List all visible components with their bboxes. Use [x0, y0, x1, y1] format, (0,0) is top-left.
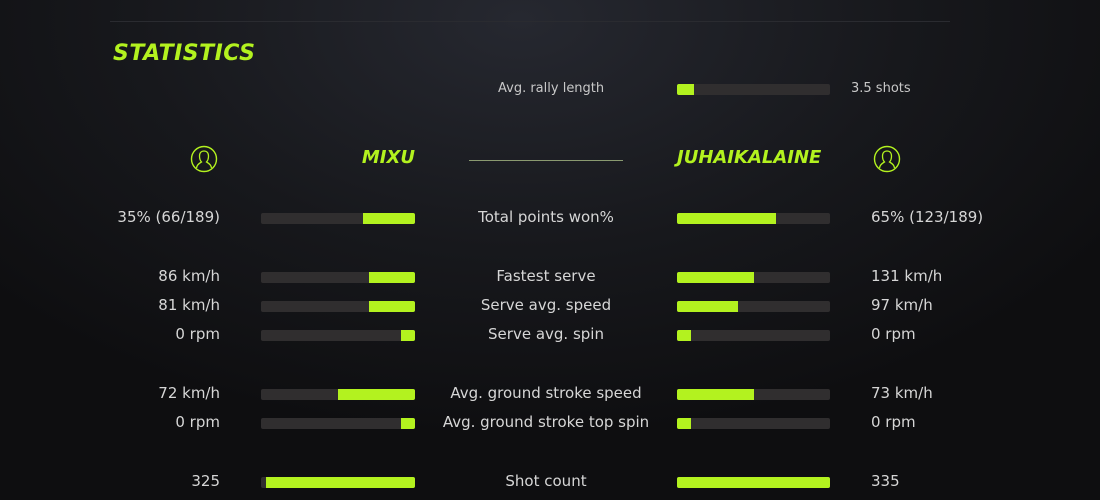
rally-bar-fill [677, 84, 694, 95]
stat-right-bar-fill [677, 330, 691, 341]
stat-left-value: 86 km/h [158, 267, 220, 285]
stat-label: Shot count [505, 472, 587, 490]
stat-label: Fastest serve [496, 267, 596, 285]
stat-left-bar [261, 477, 415, 488]
rally-bar [677, 84, 830, 95]
top-divider [110, 21, 950, 22]
stat-right-bar [677, 389, 830, 400]
stat-right-value: 131 km/h [871, 267, 943, 285]
stat-right-bar-fill [677, 418, 691, 429]
rally-label: Avg. rally length [498, 81, 605, 96]
stat-right-value: 65% (123/189) [871, 208, 984, 226]
stat-label: Avg. ground stroke speed [450, 384, 642, 402]
stat-left-bar-fill [401, 418, 415, 429]
player-right-name: JUHAIKALAINE [677, 147, 822, 168]
stat-right-bar-fill [677, 272, 754, 283]
stat-left-bar [261, 330, 415, 341]
stat-left-value: 81 km/h [158, 296, 220, 314]
stat-left-bar-fill [265, 477, 415, 488]
stat-left-bar [261, 272, 415, 283]
stat-right-value: 73 km/h [871, 384, 933, 402]
stat-right-bar-fill [677, 477, 830, 488]
stat-right-value: 335 [871, 472, 900, 490]
stat-right-bar-fill [677, 389, 754, 400]
stat-left-bar [261, 418, 415, 429]
stat-right-bar [677, 418, 830, 429]
stat-label: Total points won% [478, 208, 614, 226]
player-left-name: MIXU [361, 147, 415, 168]
rally-value: 3.5 shots [851, 81, 911, 96]
stat-right-value: 0 rpm [871, 413, 916, 431]
stat-right-bar [677, 213, 830, 224]
stat-left-bar-fill [368, 272, 415, 283]
stat-right-bar [677, 330, 830, 341]
stat-right-bar-fill [677, 301, 739, 312]
stat-left-bar-fill [338, 389, 415, 400]
stat-right-bar-fill [677, 213, 777, 224]
stat-left-value: 72 km/h [158, 384, 220, 402]
stat-left-bar [261, 301, 415, 312]
stat-label: Serve avg. spin [488, 325, 604, 343]
stat-label: Serve avg. speed [480, 296, 612, 314]
stat-left-value: 0 rpm [175, 325, 220, 343]
stat-left-bar-fill [401, 330, 415, 341]
stat-left-bar-fill [362, 213, 415, 224]
center-divider [469, 160, 623, 161]
stat-left-bar-fill [368, 301, 415, 312]
user-circle-icon [873, 145, 901, 173]
stat-right-bar [677, 477, 830, 488]
stat-right-bar [677, 301, 830, 312]
stat-left-bar [261, 213, 415, 224]
user-circle-icon [190, 145, 218, 173]
stat-left-bar [261, 389, 415, 400]
stat-label: Avg. ground stroke top spin [442, 413, 650, 431]
stat-right-bar [677, 272, 830, 283]
section-title: STATISTICS [113, 41, 256, 66]
stat-right-value: 97 km/h [871, 296, 933, 314]
stat-left-value: 325 [191, 472, 220, 490]
stat-left-value: 35% (66/189) [117, 208, 220, 226]
stat-left-value: 0 rpm [175, 413, 220, 431]
stat-right-value: 0 rpm [871, 325, 916, 343]
